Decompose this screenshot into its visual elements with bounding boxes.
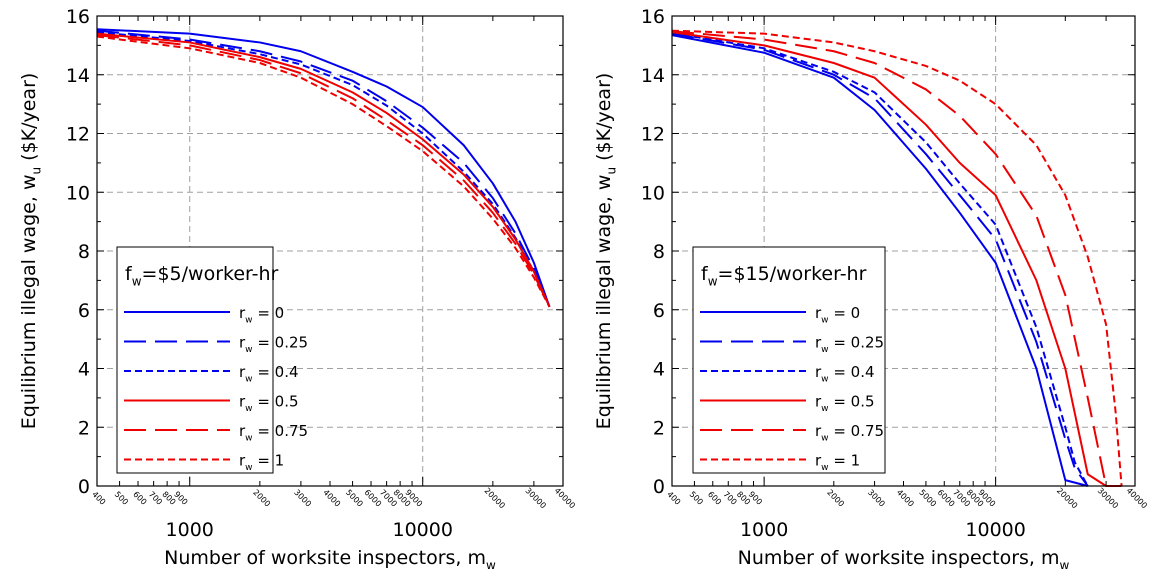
- legend-label-4: rw = 0.75: [239, 422, 308, 444]
- series-line-3: [671, 31, 1122, 487]
- y-tick-label: 6: [653, 300, 665, 322]
- series-line-3: [96, 32, 551, 308]
- x-minor-tick-label: 40000: [553, 486, 577, 510]
- legend-label-3: rw = 0.5: [239, 393, 299, 415]
- legend-title: fw=$5/worker-hr: [125, 263, 279, 289]
- legend-label-3: rw = 0.5: [815, 393, 875, 415]
- series-line-0: [671, 34, 1089, 487]
- y-tick-label: 16: [66, 6, 90, 28]
- x-minor-tick-label: 400: [665, 490, 682, 507]
- x-minor-tick-label: 20000: [482, 486, 506, 510]
- y-tick-label: 8: [653, 241, 665, 263]
- legend-label-0: rw = 0: [239, 304, 284, 326]
- x-minor-tick-label: 20000: [1055, 486, 1079, 510]
- series-line-4: [671, 30, 1108, 487]
- y-tick-label: 2: [653, 417, 665, 439]
- legend-label-5: rw = 1: [815, 452, 860, 474]
- legend-label-5: rw = 1: [239, 452, 284, 474]
- x-minor-tick-label: 5000: [344, 488, 365, 509]
- x-minor-tick-label: 700: [721, 490, 738, 507]
- x-major-tick-label: 10000: [965, 519, 1025, 541]
- y-tick-label: 0: [653, 476, 665, 498]
- x-axis-title: Number of worksite inspectors, mw: [738, 547, 1070, 569]
- y-tick-label: 10: [66, 182, 90, 204]
- y-axis: 0 2 4 6 8 10 12 14 16: [641, 6, 1135, 498]
- y-tick-label: 10: [641, 182, 665, 204]
- legend-label-2: rw = 0.4: [239, 363, 299, 385]
- legend-box: [692, 246, 886, 474]
- x-minor-tick-label: 40000: [1125, 486, 1149, 510]
- x-major-tick-label: 1000: [166, 519, 214, 541]
- legend-label-1: rw = 0.25: [239, 334, 308, 356]
- x-major-tick-label: 1000: [740, 519, 788, 541]
- x-minor-tick-label: 30000: [1096, 486, 1120, 510]
- y-tick-label: 8: [78, 241, 90, 263]
- y-tick-label: 2: [78, 417, 90, 439]
- y-axis: 0 2 4 6 8 10 12 14 16: [66, 6, 563, 498]
- legend-box: [116, 246, 274, 474]
- series-group: [671, 29, 1123, 487]
- x-minor-tick-label: 5000: [917, 488, 938, 509]
- x-minor-tick-label: 400: [90, 490, 107, 507]
- series-line-1: [671, 32, 1089, 487]
- x-minor-tick-label: 900: [172, 490, 189, 507]
- x-major-tick-label: 10000: [392, 519, 452, 541]
- y-tick-label: 4: [78, 359, 90, 381]
- y-tick-label: 4: [653, 359, 665, 381]
- series-line-4: [96, 34, 551, 308]
- series-line-2: [671, 32, 1089, 487]
- x-minor-tick-label: 700: [147, 490, 164, 507]
- y-axis-title: Equilibrium illegal wage, wu ($K/year): [18, 73, 44, 430]
- y-tick-label: 12: [641, 124, 665, 146]
- legend-label-0: rw = 0: [815, 304, 860, 326]
- y-tick-label: 0: [78, 476, 90, 498]
- y-tick-label: 6: [78, 300, 90, 322]
- series-line-2: [96, 31, 551, 308]
- y-axis-title: Equilibrium illegal wage, wu ($K/year): [593, 73, 619, 430]
- x-minor-tick-label: 3000: [866, 488, 887, 509]
- x-minor-tick-label: 900: [747, 490, 764, 507]
- legend-label-1: rw = 0.25: [815, 334, 884, 356]
- x-minor-tick-label: 600: [706, 490, 723, 507]
- x-minor-tick-label: 3000: [292, 488, 313, 509]
- x-minor-tick-label: 2000: [251, 488, 272, 509]
- x-minor-tick-label: 30000: [523, 486, 547, 510]
- x-minor-tick-label: 600: [131, 490, 148, 507]
- x-minor-tick-label: 4000: [321, 488, 342, 509]
- legend-title: fw=$15/worker-hr: [701, 263, 867, 289]
- legend-label-2: rw = 0.4: [815, 363, 875, 385]
- y-tick-label: 16: [641, 6, 665, 28]
- legend-label-4: rw = 0.75: [815, 422, 884, 444]
- legend: fw=$15/worker-hr rw = 0 rw = 0.25 rw = 0.4 r…: [692, 246, 886, 474]
- y-tick-label: 14: [641, 65, 665, 87]
- x-minor-tick-label: 500: [688, 490, 705, 507]
- x-minor-tick-label: 2000: [825, 488, 846, 509]
- series-group: [96, 28, 551, 308]
- series-line-0: [96, 28, 551, 308]
- y-tick-label: 14: [66, 65, 90, 87]
- series-line-5: [671, 29, 1123, 487]
- series-line-1: [96, 29, 551, 308]
- y-tick-label: 12: [66, 124, 90, 146]
- x-minor-tick-label: 500: [113, 490, 130, 507]
- x-minor-tick-label: 4000: [895, 488, 916, 509]
- x-axis-title: Number of worksite inspectors, mw: [164, 547, 496, 569]
- legend: fw=$5/worker-hr rw = 0 rw = 0.25 rw = 0.4 rw…: [116, 246, 308, 474]
